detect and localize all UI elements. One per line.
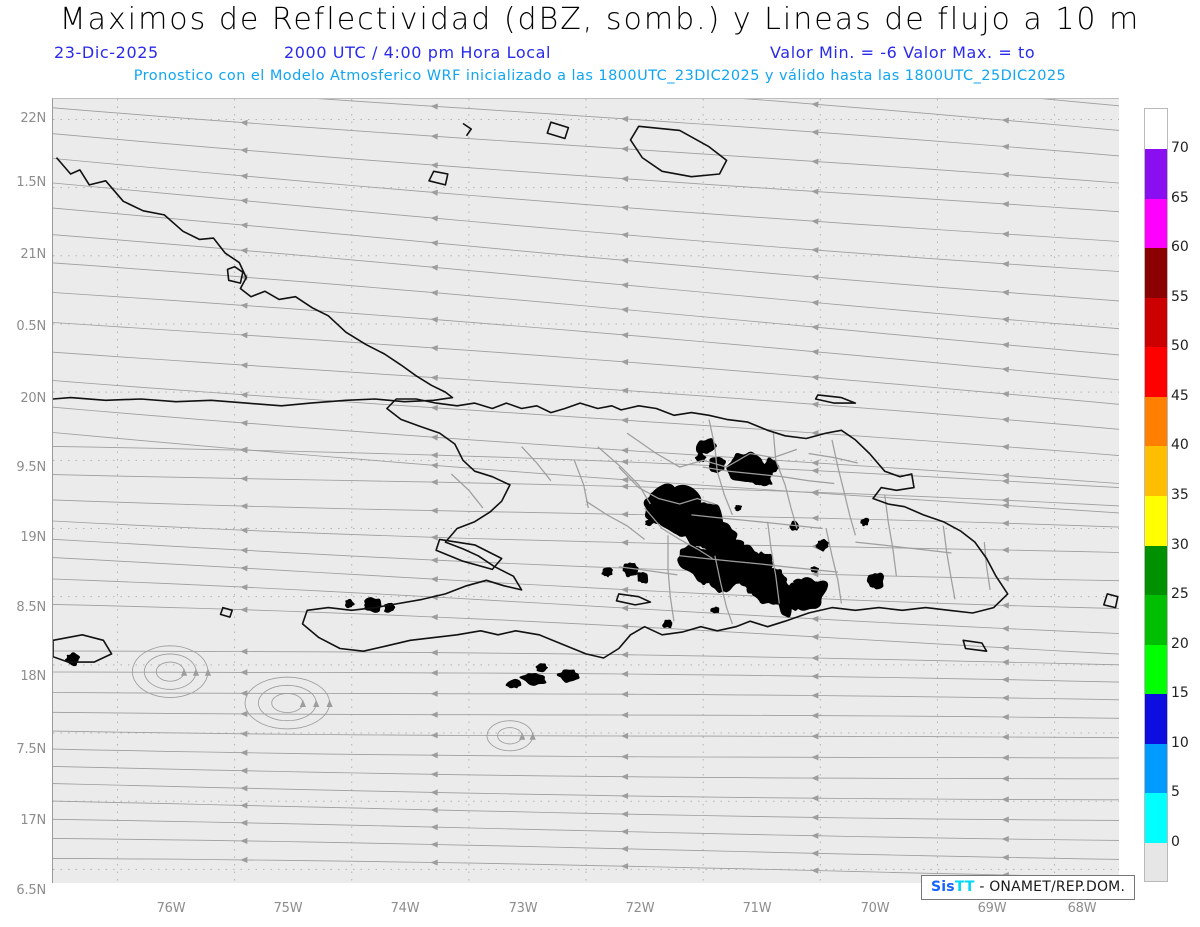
- x-axis-tick-label: 74W: [390, 901, 420, 916]
- map-plot-area[interactable]: [52, 98, 1119, 883]
- coastlines: [53, 121, 1119, 663]
- colorbar-tick-label: 60: [1171, 239, 1189, 256]
- forecast-time: 2000 UTC / 4:00 pm Hora Local: [284, 43, 552, 62]
- y-axis-tick-label: 1.5N: [16, 175, 46, 190]
- colorbar-tick-label: 50: [1171, 338, 1189, 355]
- logo-brand-a: Sis: [931, 879, 955, 895]
- colorbar-tick-label: 0: [1171, 834, 1180, 850]
- colorbar-tick-label: 45: [1171, 387, 1189, 404]
- colorbar-tick-label: 5: [1171, 784, 1180, 801]
- x-axis-tick-label: 75W: [273, 901, 303, 916]
- y-axis-tick-label: 8.5N: [16, 600, 46, 615]
- map-canvas[interactable]: [52, 98, 1119, 883]
- colorbar-tick-label: 40: [1171, 437, 1189, 454]
- y-axis-tick-label: 20N: [20, 391, 46, 406]
- x-axis-tick-label: 76W: [156, 901, 186, 916]
- map-svg: [53, 99, 1119, 883]
- model-note: Pronostico con el Modelo Atmosferico WRF…: [133, 68, 1067, 84]
- x-axis-tick-label: 73W: [508, 901, 538, 916]
- colorbar[interactable]: 0 5 10 15 20 25 30 35 40 45 50 55 60 65 70: [1144, 108, 1189, 882]
- colorbar-band: [1145, 198, 1167, 249]
- y-axis-tick-label: 6.5N: [16, 883, 46, 898]
- x-axis-tick-label: 72W: [625, 901, 655, 916]
- colorbar-band: [1145, 793, 1167, 843]
- colorbar-tick-label: 70: [1171, 140, 1189, 156]
- agency-logo: SisTT - ONAMET/REP.DOM.: [921, 875, 1136, 900]
- y-axis-tick-label: 22N: [20, 111, 46, 126]
- colorbar-band: [1145, 595, 1167, 645]
- y-axis-tick-label: 0.5N: [16, 319, 46, 334]
- forecast-date: 23-Dic-2025: [54, 43, 159, 62]
- colorbar-band: [1145, 347, 1167, 397]
- x-axis-tick-label: 68W: [1067, 901, 1097, 916]
- logo-agency: - ONAMET/REP.DOM.: [979, 879, 1126, 895]
- colorbar-tick-label: 20: [1171, 635, 1189, 652]
- colorbar-tick-label: 65: [1171, 189, 1189, 206]
- x-axis-tick-label: 70W: [860, 901, 890, 916]
- province-borders: [450, 419, 991, 625]
- colorbar-tick-label: 25: [1171, 586, 1189, 603]
- colorbar-band: [1145, 644, 1167, 695]
- y-axis-tick-label: 9.5N: [16, 460, 46, 475]
- colorbar-band-below-min: [1145, 843, 1167, 881]
- y-axis-tick-label: 18N: [20, 669, 46, 684]
- x-axis-tick-label: 69W: [977, 901, 1007, 916]
- page-title: Maximos de Reflectividad (dBZ, somb.) y …: [59, 2, 1141, 37]
- colorbar-tick-label: 10: [1171, 734, 1189, 751]
- colorbar-band: [1145, 446, 1167, 496]
- colorbar-band: [1145, 496, 1167, 546]
- value-range-text: Valor Min. = -6 Valor Max. = to: [770, 43, 1036, 62]
- colorbar-band: [1145, 248, 1167, 298]
- colorbar-tick-label: 15: [1171, 685, 1189, 702]
- y-axis-tick-label: 21N: [20, 247, 46, 262]
- x-axis-tick-label: 71W: [742, 901, 772, 916]
- colorbar-tick-label: 35: [1171, 487, 1189, 503]
- colorbar-band: [1145, 545, 1167, 596]
- streamlines: [53, 99, 1119, 879]
- y-axis-tick-label: 19N: [20, 530, 46, 545]
- y-axis-tick-label: 7.5N: [16, 742, 46, 757]
- colorbar-band: [1145, 149, 1167, 199]
- colorbar-tick-label: 55: [1171, 288, 1189, 305]
- colorbar-tick-label: 30: [1171, 536, 1189, 553]
- colorbar-band: [1145, 743, 1167, 794]
- colorbar-band: [1145, 396, 1167, 447]
- colorbar-band: [1145, 297, 1167, 348]
- colorbar-band: [1145, 694, 1167, 744]
- y-axis-tick-label: 17N: [20, 813, 46, 828]
- logo-brand-b: TT: [954, 879, 975, 895]
